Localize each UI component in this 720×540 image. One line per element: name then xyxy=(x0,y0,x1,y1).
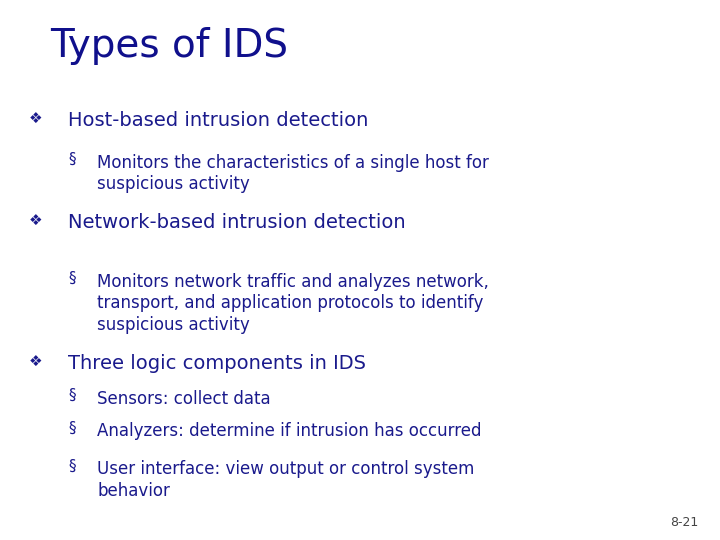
Text: User interface: view output or control system
behavior: User interface: view output or control s… xyxy=(97,460,474,500)
Text: Monitors the characteristics of a single host for
suspicious activity: Monitors the characteristics of a single… xyxy=(97,154,489,193)
Text: ❖: ❖ xyxy=(29,354,42,369)
Text: §: § xyxy=(68,388,76,403)
Text: Network-based intrusion detection: Network-based intrusion detection xyxy=(68,213,406,232)
Text: 8-21: 8-21 xyxy=(670,516,698,529)
Text: §: § xyxy=(68,152,76,167)
Text: §: § xyxy=(68,271,76,286)
Text: Sensors: collect data: Sensors: collect data xyxy=(97,390,271,408)
Text: Monitors network traffic and analyzes network,
transport, and application protoc: Monitors network traffic and analyzes ne… xyxy=(97,273,489,334)
Text: Host-based intrusion detection: Host-based intrusion detection xyxy=(68,111,369,130)
Text: ❖: ❖ xyxy=(29,111,42,126)
Text: Three logic components in IDS: Three logic components in IDS xyxy=(68,354,366,373)
Text: Analyzers: determine if intrusion has occurred: Analyzers: determine if intrusion has oc… xyxy=(97,422,482,440)
Text: §: § xyxy=(68,458,76,474)
Text: Types of IDS: Types of IDS xyxy=(50,27,289,65)
Text: ❖: ❖ xyxy=(29,213,42,228)
Text: §: § xyxy=(68,421,76,436)
